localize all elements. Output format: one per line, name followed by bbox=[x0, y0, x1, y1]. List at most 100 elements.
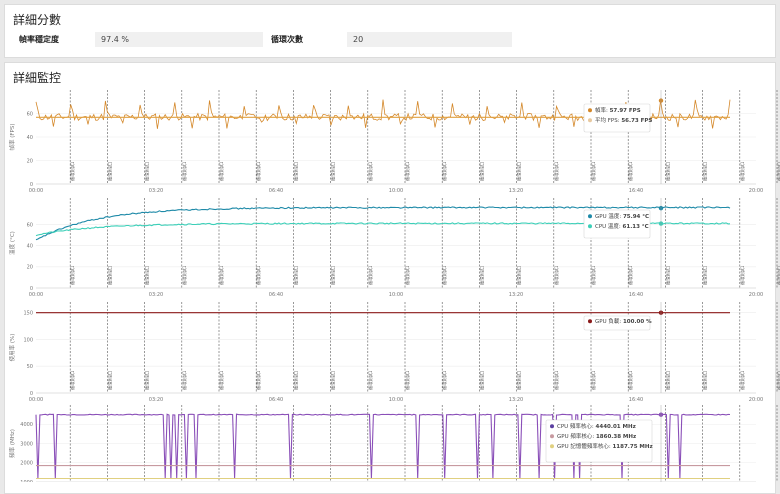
loop-count-label: 循環次數 bbox=[271, 35, 303, 44]
loop-marker-label: 循環測試1 bbox=[69, 161, 76, 181]
loop-marker-label: 循環測試1 bbox=[478, 161, 485, 181]
series-line bbox=[35, 206, 731, 241]
x-tick-label: 03:20 bbox=[149, 292, 163, 298]
loop-marker-label: 循環測試1 bbox=[664, 161, 671, 181]
legend-entry: GPU 記憶體頻率核心: 1187.75 MHz bbox=[557, 442, 653, 450]
loop-marker-label: 循環測試1 bbox=[218, 370, 225, 390]
loop-marker-label: 循環測試1 bbox=[292, 370, 299, 390]
x-tick-label: 16:40 bbox=[629, 292, 643, 298]
loop-marker-label: 循環測試1 bbox=[441, 370, 448, 390]
tooltip-box bbox=[583, 209, 651, 239]
loop-marker-label: 循環測試1 bbox=[553, 161, 560, 181]
score-section-title: 詳細分數 bbox=[13, 13, 62, 27]
y-axis-label: 使用率 (%) bbox=[8, 334, 16, 362]
y-axis-label: 溫度 (°C) bbox=[8, 231, 16, 255]
legend-swatch bbox=[588, 319, 592, 324]
y-tick-label: 50 bbox=[27, 364, 33, 370]
monitor-charts: 0 20 40 60 幀率 (FPS) 00:00 03:20 06:40 10:00 13:20… bbox=[8, 90, 780, 482]
legend-entry: GPU 負載: 100.00 % bbox=[595, 317, 652, 325]
loop-marker-label: 循環測試1 bbox=[330, 370, 337, 390]
loop-marker-label: 循環測試1 bbox=[627, 265, 634, 285]
loop-marker-label: 循環測試1 bbox=[292, 161, 299, 181]
loop-marker-label: 循環測試1 bbox=[181, 161, 188, 181]
y-tick-label: 60 bbox=[27, 111, 33, 117]
legend-swatch bbox=[550, 444, 554, 449]
loop-marker-label: 循環測試1 bbox=[627, 161, 634, 181]
loop-marker-label: 循環測試1 bbox=[776, 265, 780, 285]
x-tick-label: 03:20 bbox=[149, 397, 163, 403]
tooltip-box bbox=[583, 103, 651, 133]
loop-marker-label: 循環測試1 bbox=[739, 161, 746, 181]
legend-entry: CPU 溫度: 61.13 °C bbox=[595, 222, 649, 230]
loop-marker-label: 循環測試1 bbox=[627, 370, 634, 390]
x-tick-label: 13:20 bbox=[509, 397, 523, 403]
legend-entry: 平均 FPS: 56.73 FPS bbox=[595, 116, 652, 124]
loop-marker-label: 循環測試1 bbox=[516, 161, 523, 181]
y-tick-label: 1000 bbox=[20, 480, 33, 482]
x-tick-label: 16:40 bbox=[629, 188, 643, 194]
loop-marker-label: 循環測試1 bbox=[330, 265, 337, 285]
loop-marker-label: 循環測試1 bbox=[144, 161, 151, 181]
loop-marker-label: 循環測試1 bbox=[181, 370, 188, 390]
tooltip-box bbox=[583, 315, 651, 331]
y-tick-label: 0 bbox=[30, 391, 33, 397]
loop-marker-label: 循環測試1 bbox=[702, 161, 709, 181]
y-tick-label: 20 bbox=[27, 265, 33, 271]
x-tick-label: 03:20 bbox=[149, 188, 163, 194]
loop-marker-label: 循環測試1 bbox=[144, 370, 151, 390]
y-tick-label: 0 bbox=[30, 286, 33, 292]
loop-marker-label: 循環測試1 bbox=[106, 161, 113, 181]
loop-marker-label: 循環測試1 bbox=[478, 370, 485, 390]
loop-marker-label: 循環測試1 bbox=[404, 161, 411, 181]
x-tick-label: 13:20 bbox=[509, 188, 523, 194]
chart-panel-2: 0 20 40 60 溫度 (°C) 00:00 03:20 06:40 10:00 13:20 1… bbox=[8, 198, 780, 298]
legend-swatch bbox=[588, 224, 592, 229]
loop-marker-label: 循環測試1 bbox=[404, 265, 411, 285]
y-tick-label: 2000 bbox=[20, 461, 33, 467]
x-tick-label: 00:00 bbox=[29, 397, 43, 403]
loop-marker-label: 循環測試1 bbox=[516, 265, 523, 285]
legend-entry: GPU 頻率核心: 1860.38 MHz bbox=[557, 432, 636, 440]
loop-marker-label: 循環測試1 bbox=[553, 370, 560, 390]
y-tick-label: 4000 bbox=[20, 422, 33, 428]
loop-marker-label: 循環測試1 bbox=[739, 265, 746, 285]
loop-marker-label: 循環測試1 bbox=[478, 265, 485, 285]
y-axis-label: 幀率 (FPS) bbox=[8, 123, 16, 150]
chart-panel-1: 0 20 40 60 幀率 (FPS) 00:00 03:20 06:40 10:00 13:20… bbox=[8, 90, 780, 194]
x-tick-label: 20:00 bbox=[749, 292, 763, 298]
x-tick-label: 20:00 bbox=[749, 397, 763, 403]
loop-marker-label: 循環測試1 bbox=[739, 370, 746, 390]
legend-entry: CPU 頻率核心: 4440.01 MHz bbox=[557, 422, 636, 430]
loop-marker-label: 循環測試1 bbox=[292, 265, 299, 285]
monitor-section-title: 詳細監控 bbox=[13, 71, 62, 85]
x-tick-label: 00:00 bbox=[29, 292, 43, 298]
y-tick-label: 40 bbox=[27, 243, 33, 249]
y-tick-label: 100 bbox=[23, 337, 33, 343]
loop-marker-label: 循環測試1 bbox=[441, 265, 448, 285]
loop-marker-label: 循環測試1 bbox=[69, 265, 76, 285]
y-axis-label: 頻率 (MHz) bbox=[8, 429, 16, 458]
x-tick-label: 00:00 bbox=[29, 188, 43, 194]
frame-stability-value: 97.4 % bbox=[95, 32, 263, 47]
loop-marker-label: 循環測試1 bbox=[516, 370, 523, 390]
x-tick-label: 06:40 bbox=[269, 292, 283, 298]
y-tick-label: 20 bbox=[27, 158, 33, 164]
loop-marker-label: 循環測試1 bbox=[330, 161, 337, 181]
chart-panel-3: 0 50 100 150 使用率 (%) 00:00 03:20 06:40 10:00 13:2… bbox=[8, 302, 780, 403]
loop-marker-label: 循環測試1 bbox=[664, 265, 671, 285]
x-tick-label: 10:00 bbox=[389, 292, 403, 298]
loop-marker-label: 循環測試1 bbox=[590, 370, 597, 390]
loop-marker-label: 循環測試1 bbox=[590, 161, 597, 181]
loop-marker-label: 循環測試1 bbox=[367, 265, 374, 285]
legend-swatch bbox=[588, 118, 592, 123]
frame-stability-label: 幀率穩定度 bbox=[19, 35, 59, 44]
loop-count-value: 20 bbox=[347, 32, 512, 47]
loop-marker-label: 循環測試1 bbox=[144, 265, 151, 285]
x-tick-label: 13:20 bbox=[509, 292, 523, 298]
legend-swatch bbox=[550, 434, 554, 439]
loop-marker-label: 循環測試1 bbox=[776, 161, 780, 181]
y-tick-label: 0 bbox=[30, 182, 33, 188]
score-card: 詳細分數 幀率穩定度 97.4 % 循環次數 20 bbox=[4, 4, 776, 58]
x-tick-label: 10:00 bbox=[389, 397, 403, 403]
loop-marker-label: 循環測試1 bbox=[255, 161, 262, 181]
